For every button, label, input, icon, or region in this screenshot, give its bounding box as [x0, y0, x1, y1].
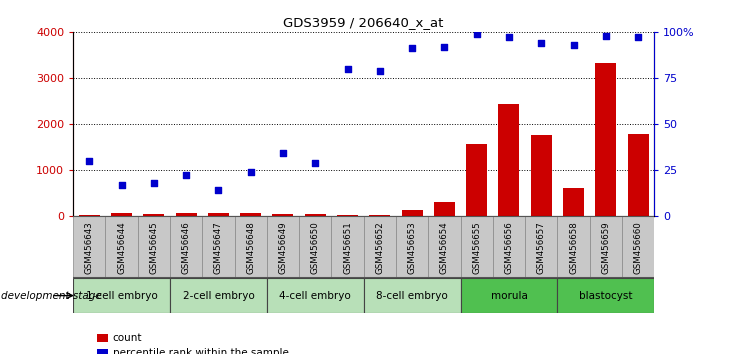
Bar [563, 188, 584, 216]
Point [181, 173, 192, 178]
Text: GSM456657: GSM456657 [537, 221, 546, 274]
Text: 1-cell embryo: 1-cell embryo [86, 291, 157, 301]
Bar [628, 133, 648, 216]
Text: GSM456653: GSM456653 [408, 221, 417, 274]
Bar [557, 278, 654, 313]
Point [600, 33, 612, 38]
Bar [202, 216, 235, 278]
Bar [401, 210, 423, 216]
Bar [557, 216, 590, 278]
Bar [493, 216, 525, 278]
Point [277, 150, 289, 156]
Bar [337, 215, 358, 216]
Text: 4-cell embryo: 4-cell embryo [279, 291, 351, 301]
Bar [305, 214, 326, 216]
Text: GSM456654: GSM456654 [440, 221, 449, 274]
Point [374, 68, 386, 73]
Text: GSM456655: GSM456655 [472, 221, 481, 274]
Bar [622, 216, 654, 278]
Bar [273, 214, 293, 216]
Text: GSM456652: GSM456652 [375, 221, 385, 274]
Point [83, 158, 95, 164]
Bar [208, 213, 229, 216]
Text: morula: morula [491, 291, 527, 301]
Bar [143, 214, 164, 216]
Text: 8-cell embryo: 8-cell embryo [376, 291, 448, 301]
Bar [461, 216, 493, 278]
Bar [595, 63, 616, 216]
Point [213, 187, 224, 193]
Bar [137, 216, 170, 278]
Text: GSM456646: GSM456646 [181, 221, 191, 274]
Point [245, 169, 257, 175]
Point [309, 160, 321, 165]
Bar [466, 144, 487, 216]
Bar [240, 213, 261, 216]
Text: 2-cell embryo: 2-cell embryo [183, 291, 254, 301]
Bar [590, 216, 622, 278]
Bar [396, 216, 428, 278]
Title: GDS3959 / 206640_x_at: GDS3959 / 206640_x_at [284, 16, 444, 29]
Text: GSM456648: GSM456648 [246, 221, 255, 274]
Point [439, 44, 450, 50]
Point [535, 40, 547, 46]
Point [115, 182, 127, 188]
Text: GSM456660: GSM456660 [634, 221, 643, 274]
Bar [461, 278, 557, 313]
Bar [267, 278, 363, 313]
Bar [531, 135, 552, 216]
Bar [73, 216, 105, 278]
Bar [525, 216, 557, 278]
Point [632, 35, 644, 40]
Bar [499, 104, 520, 216]
Text: GSM456659: GSM456659 [602, 221, 610, 274]
Bar [73, 278, 170, 313]
Point [503, 35, 515, 40]
Text: GSM456656: GSM456656 [504, 221, 513, 274]
Text: blastocyst: blastocyst [579, 291, 632, 301]
Text: GSM456644: GSM456644 [117, 221, 126, 274]
Text: GSM456645: GSM456645 [149, 221, 159, 274]
Point [148, 180, 159, 185]
Text: GSM456647: GSM456647 [214, 221, 223, 274]
Bar [434, 202, 455, 216]
Text: GSM456658: GSM456658 [569, 221, 578, 274]
Bar [331, 216, 364, 278]
Bar [170, 216, 202, 278]
Text: development stage: development stage [1, 291, 102, 301]
Bar [175, 213, 197, 216]
Bar [428, 216, 461, 278]
Bar [299, 216, 331, 278]
Bar [235, 216, 267, 278]
Text: GSM456643: GSM456643 [85, 221, 94, 274]
Text: GSM456651: GSM456651 [343, 221, 352, 274]
Bar [267, 216, 299, 278]
Bar [105, 216, 137, 278]
Bar [111, 213, 132, 216]
Bar [369, 215, 390, 216]
Bar [170, 278, 267, 313]
Bar [364, 216, 396, 278]
Point [471, 31, 482, 36]
Point [341, 66, 353, 72]
Text: GSM456649: GSM456649 [279, 221, 287, 274]
Point [568, 42, 580, 47]
Point [406, 46, 418, 51]
Text: GSM456650: GSM456650 [311, 221, 319, 274]
Bar [79, 215, 99, 216]
Bar [364, 278, 461, 313]
Legend: count, percentile rank within the sample: count, percentile rank within the sample [93, 329, 292, 354]
